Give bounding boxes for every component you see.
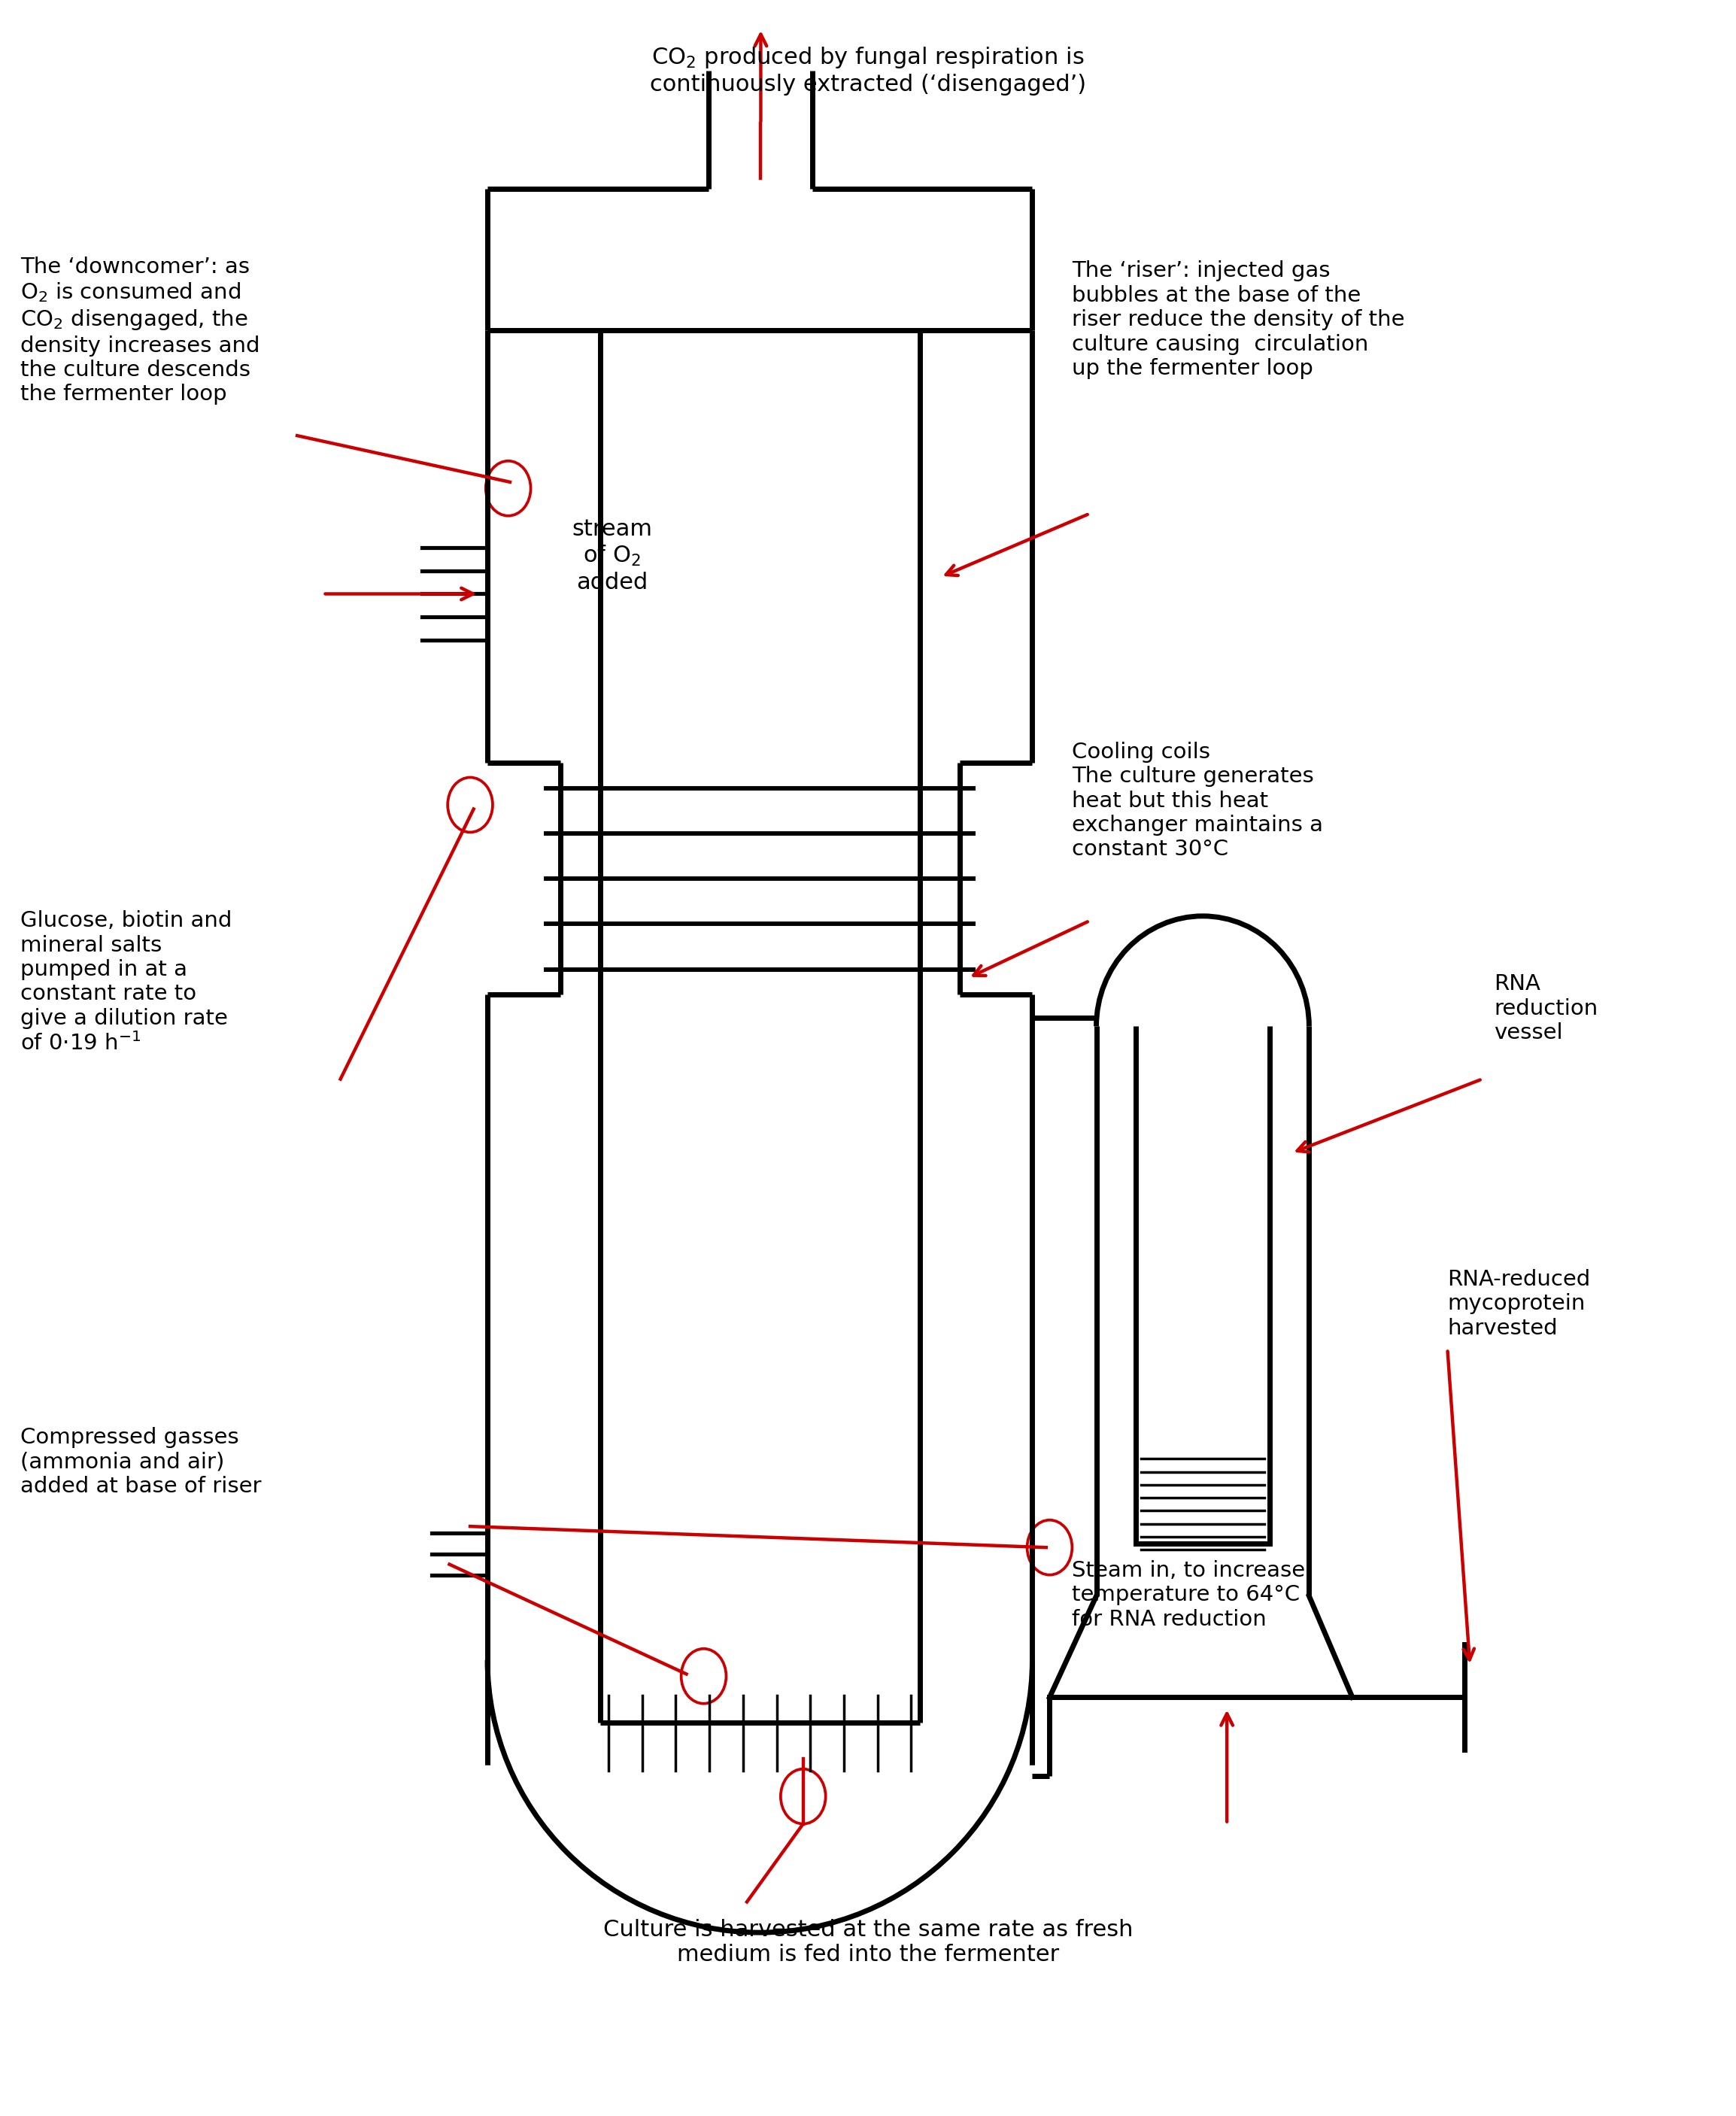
Text: Culture is harvested at the same rate as fresh
medium is fed into the fermenter: Culture is harvested at the same rate as…	[602, 1919, 1134, 1966]
Text: Cooling coils
The culture generates
heat but this heat
exchanger maintains a
con: Cooling coils The culture generates heat…	[1073, 741, 1323, 859]
Text: Steam in, to increase
temperature to 64°C
for RNA reduction: Steam in, to increase temperature to 64°…	[1073, 1559, 1305, 1629]
Text: stream
of O$_2$
added: stream of O$_2$ added	[571, 518, 653, 592]
Text: Glucose, biotin and
mineral salts
pumped in at a
constant rate to
give a dilutio: Glucose, biotin and mineral salts pumped…	[21, 910, 233, 1056]
Text: Compressed gasses
(ammonia and air)
added at base of riser: Compressed gasses (ammonia and air) adde…	[21, 1426, 262, 1496]
Text: RNA-reduced
mycoprotein
harvested: RNA-reduced mycoprotein harvested	[1448, 1270, 1590, 1339]
Text: CO$_2$ produced by fungal respiration is
continuously extracted (‘disengaged’): CO$_2$ produced by fungal respiration is…	[649, 44, 1087, 95]
Text: The ‘riser’: injected gas
bubbles at the base of the
riser reduce the density of: The ‘riser’: injected gas bubbles at the…	[1073, 260, 1404, 379]
Text: The ‘downcomer’: as
O$_2$ is consumed and
CO$_2$ disengaged, the
density increas: The ‘downcomer’: as O$_2$ is consumed an…	[21, 256, 260, 404]
Text: RNA
reduction
vessel: RNA reduction vessel	[1495, 973, 1599, 1043]
